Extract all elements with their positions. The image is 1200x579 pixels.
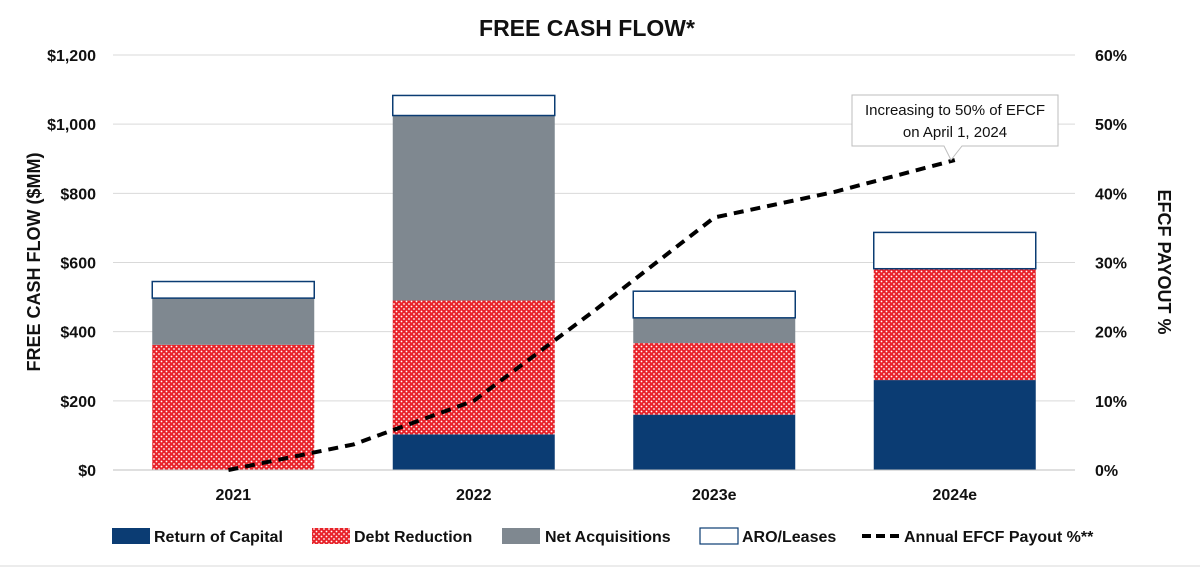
bar-aro-leases-2023e xyxy=(632,290,796,319)
legend-label-debt-reduction: Debt Reduction xyxy=(354,529,472,546)
callout-line-2: on April 1, 2024 xyxy=(903,124,1007,141)
y2-tick-label: 50% xyxy=(1095,117,1127,134)
bar-return-of-capital-2023e xyxy=(633,414,796,470)
x-tick-label: 2023e xyxy=(692,487,737,504)
bar-debt-reduction-2021 xyxy=(152,344,315,470)
y2-tick-label: 30% xyxy=(1095,256,1127,273)
legend-swatch-net-acquisitions xyxy=(502,528,540,544)
legend-label-aro-leases: ARO/Leases xyxy=(742,529,836,546)
callout: Increasing to 50% of EFCF on April 1, 20… xyxy=(851,94,1059,161)
bar-return-of-capital-2022 xyxy=(392,434,555,470)
bar-aro-leases-2022 xyxy=(392,94,556,117)
y-tick-label: $600 xyxy=(60,256,96,273)
y-axis-label: FREE CASH FLOW ($MM) xyxy=(24,153,44,372)
y2-tick-label: 10% xyxy=(1095,394,1127,411)
bar-net-acquisitions-2023e xyxy=(633,317,796,344)
legend: Return of Capital Debt Reduction Net Acq… xyxy=(112,527,1094,546)
legend-label-net-acquisitions: Net Acquisitions xyxy=(545,529,671,546)
y-tick-label: $1,000 xyxy=(47,117,96,134)
bar-debt-reduction-2024e xyxy=(873,268,1036,381)
callout-box xyxy=(851,94,1059,161)
bar-aro-leases-2021 xyxy=(151,280,315,299)
legend-swatch-aro-leases xyxy=(699,527,739,545)
y-tick-label: $1,200 xyxy=(47,48,96,65)
y2-tick-label: 20% xyxy=(1095,325,1127,342)
x-axis-ticks: 2021 2022 2023e 2024e xyxy=(215,487,977,504)
y2-tick-label: 60% xyxy=(1095,48,1127,65)
legend-label-return-of-capital: Return of Capital xyxy=(154,529,283,546)
y2-tick-label: 40% xyxy=(1095,186,1127,203)
bar-net-acquisitions-2021 xyxy=(152,298,315,345)
bar-return-of-capital-2024e xyxy=(873,380,1036,470)
bars-group xyxy=(151,94,1037,470)
payout-line xyxy=(227,158,956,472)
x-tick-label: 2022 xyxy=(456,487,492,504)
callout-line-1: Increasing to 50% of EFCF xyxy=(865,102,1045,119)
y-tick-label: $800 xyxy=(60,186,96,203)
y-tick-label: $0 xyxy=(78,463,96,480)
y2-axis-ticks: 0% 10% 20% 30% 40% 50% 60% xyxy=(1095,48,1127,480)
legend-swatch-return-of-capital xyxy=(112,528,150,544)
bar-debt-reduction-2022 xyxy=(392,300,555,435)
legend-swatch-debt-reduction xyxy=(312,528,350,544)
legend-label-payout: Annual EFCF Payout %** xyxy=(904,529,1094,546)
y-tick-label: $200 xyxy=(60,394,96,411)
y2-axis-label: EFCF PAYOUT % xyxy=(1154,189,1174,334)
bar-aro-leases-2024e xyxy=(873,231,1037,270)
bar-debt-reduction-2023e xyxy=(633,343,796,415)
y2-tick-label: 0% xyxy=(1095,463,1118,480)
x-tick-label: 2021 xyxy=(215,487,251,504)
y-axis-ticks: $0 $200 $400 $600 $800 $1,000 $1,200 xyxy=(47,48,96,480)
x-tick-label: 2024e xyxy=(933,487,978,504)
bar-net-acquisitions-2022 xyxy=(392,115,555,301)
y-tick-label: $400 xyxy=(60,325,96,342)
chart-title: FREE CASH FLOW* xyxy=(479,15,695,41)
